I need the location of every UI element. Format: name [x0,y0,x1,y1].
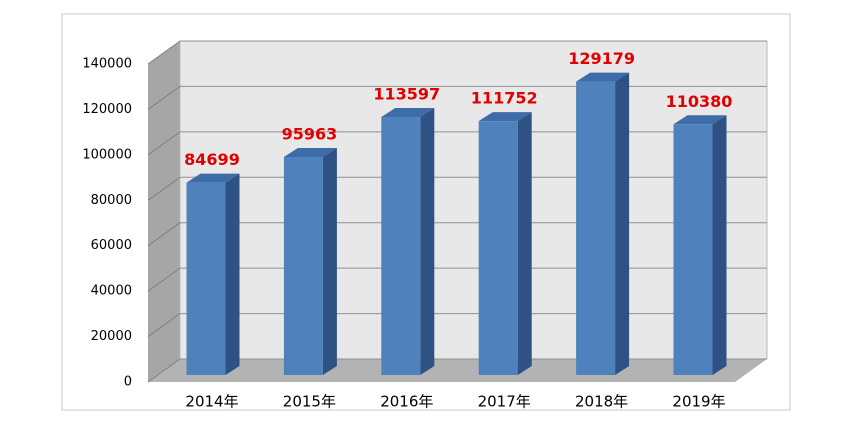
y-tick-label: 40000 [91,284,132,299]
bar-side [517,112,532,375]
x-tick-label: 2014年 [185,393,238,411]
y-tick-label: 100000 [82,147,132,162]
grid-line [147,176,181,201]
bar [478,121,518,375]
value-label: 111752 [471,89,538,108]
y-tick-label: 80000 [91,193,132,208]
grid-line [147,267,181,292]
value-label: 84699 [184,150,240,169]
grid-line [147,40,181,65]
grid-line [147,86,181,110]
value-label: 129179 [568,49,635,68]
x-tick-label: 2015年 [283,393,336,411]
grid-line [147,131,181,156]
grid-line [147,358,181,383]
bar [381,116,421,375]
value-label: 113597 [373,84,440,103]
bar-top [283,148,337,158]
value-label: 110380 [666,92,733,111]
bar-side [322,148,337,375]
y-tick-label: 0 [124,375,132,390]
y-tick-label: 60000 [91,238,132,253]
x-tick-label: 2016年 [380,393,433,411]
side-wall [148,41,180,382]
bar [673,124,713,375]
bar [186,182,226,375]
x-tick-label: 2019年 [672,393,725,411]
grid-line [147,222,181,247]
bar [576,81,616,375]
bar-top [186,173,240,183]
bar-top [576,72,630,82]
bar-top [478,112,532,122]
value-label: 95963 [282,125,338,144]
bar [283,157,323,375]
grid-line [147,313,181,337]
bar-side [615,72,630,375]
bar-side [225,173,240,375]
bar-side [420,107,435,375]
y-tick-label: 20000 [91,329,132,344]
y-tick-label: 140000 [82,57,132,72]
y-tick-label: 120000 [82,102,132,117]
bar-top [673,115,727,125]
x-tick-label: 2017年 [478,393,531,411]
x-tick-label: 2018年 [575,393,628,411]
bar-top [381,107,435,117]
bar-side [712,115,727,375]
